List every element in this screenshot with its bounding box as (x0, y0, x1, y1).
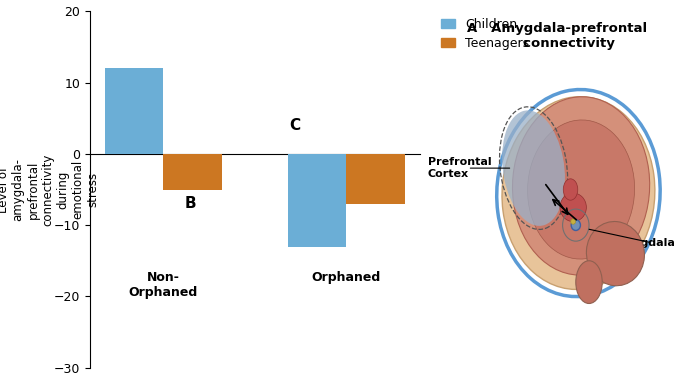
Text: A   Amygdala-prefrontal
     connectivity: A Amygdala-prefrontal connectivity (467, 22, 647, 50)
Bar (163, 154, 222, 190)
Text: C: C (290, 118, 301, 133)
Y-axis label: Level of
amygdala-
prefrontal
connectivity
during
emotional
stress: Level of amygdala- prefrontal connectivi… (0, 153, 100, 226)
Legend: Children, Teenagers: Children, Teenagers (442, 17, 529, 50)
Ellipse shape (576, 261, 603, 304)
Ellipse shape (502, 110, 565, 226)
Ellipse shape (587, 221, 645, 286)
Text: Amygdala: Amygdala (614, 238, 676, 248)
Bar (346, 154, 405, 204)
Ellipse shape (571, 219, 576, 224)
Ellipse shape (571, 220, 580, 230)
Ellipse shape (560, 193, 587, 222)
Text: Orphaned: Orphaned (312, 271, 381, 285)
Text: Non-
Orphaned: Non- Orphaned (129, 271, 198, 299)
Bar (105, 68, 163, 154)
Ellipse shape (563, 179, 578, 200)
Bar (288, 154, 346, 246)
Text: Prefrontal
Cortex: Prefrontal Cortex (428, 157, 491, 179)
Ellipse shape (502, 97, 655, 290)
Text: B: B (185, 196, 197, 211)
Ellipse shape (528, 120, 634, 259)
Ellipse shape (513, 97, 650, 275)
